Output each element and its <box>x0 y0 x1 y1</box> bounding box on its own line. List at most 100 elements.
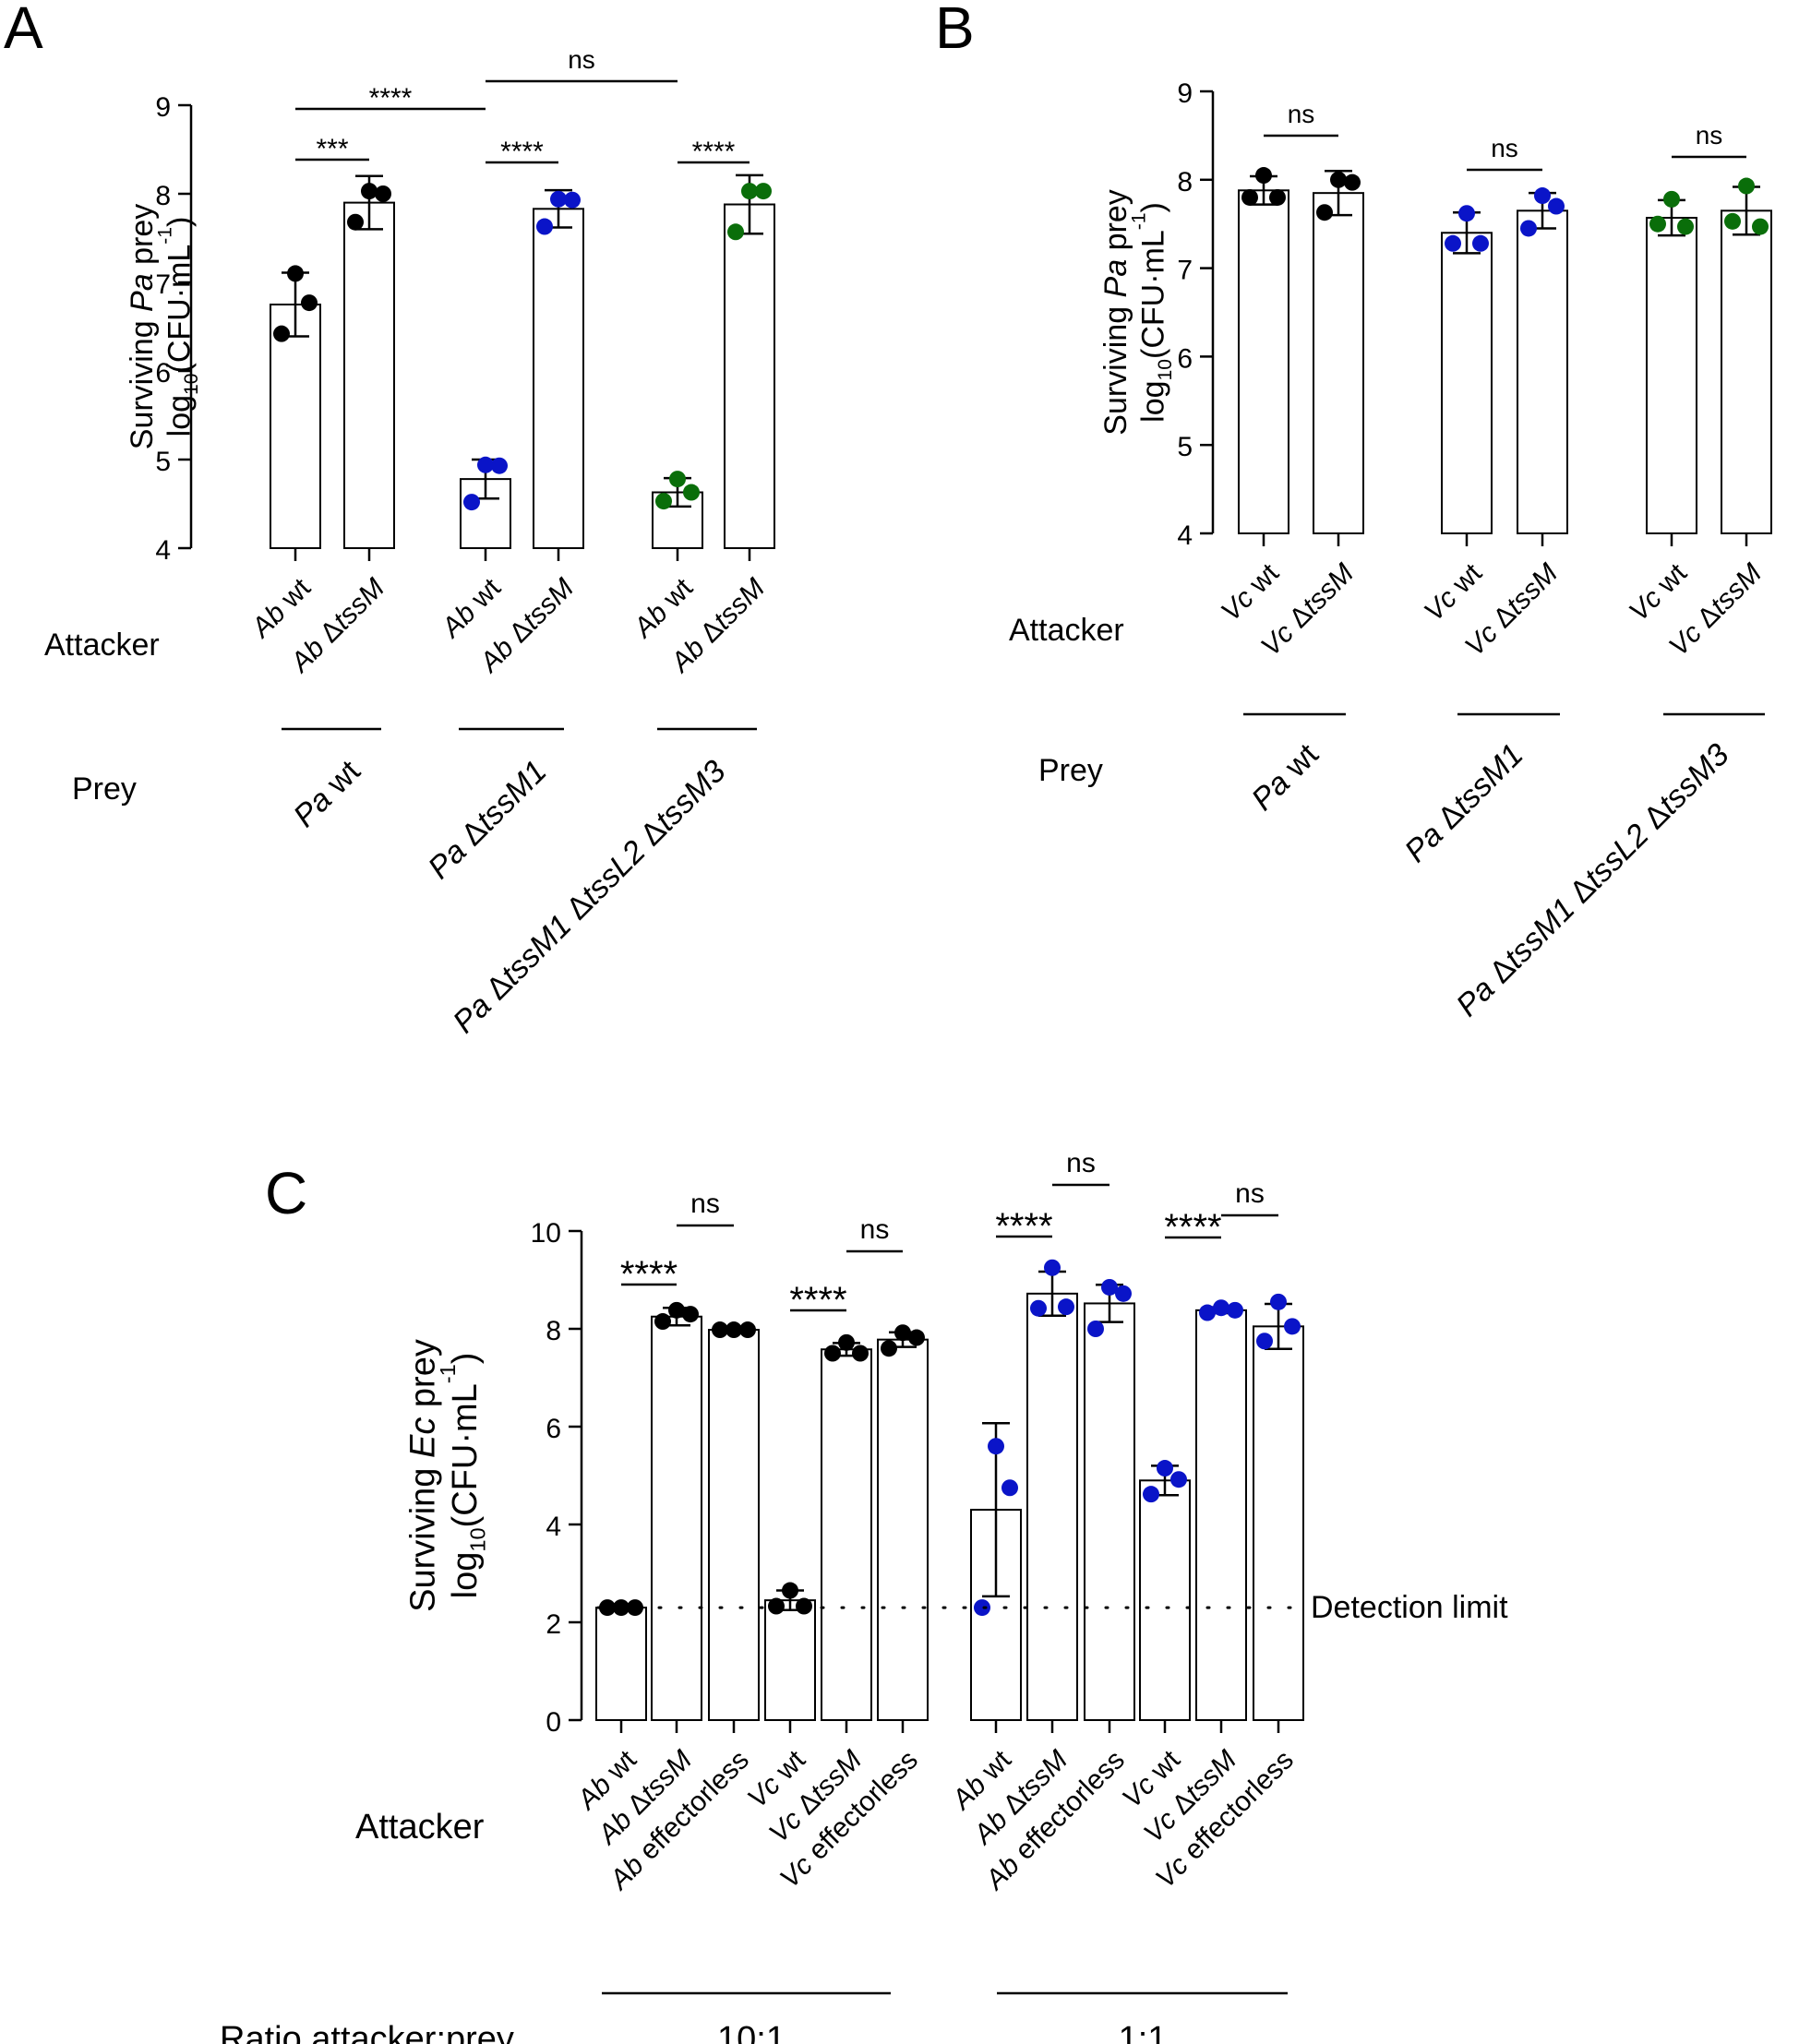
significance-label: ns <box>1696 121 1723 149</box>
prey-group-label: Pa ΔtssM1 <box>1398 737 1530 869</box>
data-point <box>1241 188 1258 206</box>
y-tick-label: 8 <box>546 1316 561 1346</box>
attacker-tick-label: Ab wt <box>245 572 317 644</box>
data-point <box>301 294 318 312</box>
data-point <box>1270 1293 1287 1310</box>
data-point <box>1724 212 1741 230</box>
prey-axis-title: Prey <box>1038 753 1103 788</box>
y-axis-label-line2: log10(CFU·mL-1) <box>436 1353 489 1599</box>
y-tick-label: 4 <box>1177 520 1193 551</box>
y-tick-label: 0 <box>546 1707 561 1738</box>
data-point <box>741 183 758 200</box>
data-point <box>1316 204 1333 221</box>
data-point <box>739 1321 756 1339</box>
data-point <box>1677 218 1694 235</box>
data-point <box>463 494 480 511</box>
data-point <box>755 183 772 200</box>
significance-label: ns <box>1288 100 1315 128</box>
data-point <box>712 1321 728 1339</box>
bar <box>270 304 321 549</box>
data-point <box>1445 234 1461 252</box>
data-point <box>852 1345 869 1362</box>
data-point <box>1255 167 1272 185</box>
data-point <box>1548 197 1565 215</box>
panel-label-a: A <box>4 0 43 61</box>
significance-label: ns <box>568 45 595 74</box>
y-tick-label: 6 <box>1177 343 1193 374</box>
significance-label: **** <box>1164 1207 1221 1248</box>
attacker-tick-label: Vc wt <box>1419 557 1489 628</box>
data-point <box>1001 1479 1018 1497</box>
y-tick-label: 9 <box>1177 78 1193 109</box>
data-point <box>838 1333 855 1351</box>
prey-group-label: Pa wt <box>287 753 367 833</box>
attacker-tick-label: Vc wt <box>1216 557 1286 628</box>
data-point <box>1199 1304 1216 1321</box>
panel-label-c: C <box>265 1160 307 1226</box>
data-point <box>477 456 494 473</box>
data-point <box>1058 1298 1074 1316</box>
significance-label: ns <box>1235 1178 1265 1209</box>
data-point <box>655 493 672 510</box>
significance-label: *** <box>316 134 348 164</box>
data-point <box>683 484 700 501</box>
attacker-axis-title: Attacker <box>44 628 160 663</box>
data-point <box>1472 234 1489 252</box>
data-point <box>1213 1299 1229 1317</box>
data-point <box>1256 1333 1273 1350</box>
data-point <box>564 191 581 209</box>
data-point <box>273 325 290 342</box>
data-point <box>1330 171 1347 188</box>
bar <box>1238 189 1289 535</box>
data-point <box>1170 1471 1187 1488</box>
panel-label-b: B <box>935 0 975 61</box>
data-point <box>654 1313 671 1331</box>
data-point <box>1044 1259 1061 1276</box>
data-point <box>1227 1301 1243 1319</box>
data-point <box>974 1599 990 1617</box>
data-point <box>1649 215 1666 233</box>
data-point <box>796 1597 812 1615</box>
attacker-axis-title: Attacker <box>1009 613 1124 648</box>
data-point <box>1143 1486 1159 1503</box>
bar <box>533 208 584 549</box>
y-tick-label: 9 <box>155 92 171 123</box>
data-point <box>908 1329 925 1346</box>
data-point <box>1458 205 1475 222</box>
data-point <box>1115 1285 1132 1302</box>
attacker-tick-label: Vc wt <box>1624 557 1694 628</box>
y-axis-label-line2: log10(CFU·mL-1) <box>154 217 202 437</box>
data-point <box>988 1438 1004 1455</box>
ratio-axis-title: Ratio attacker:prey <box>220 2020 514 2044</box>
bar <box>1313 192 1364 534</box>
data-point <box>1663 190 1680 208</box>
bar <box>1026 1292 1078 1721</box>
bar <box>821 1348 872 1721</box>
data-point <box>1101 1278 1118 1296</box>
y-tick-label: 5 <box>1177 432 1193 462</box>
data-point <box>1752 218 1769 235</box>
data-point <box>669 471 686 488</box>
data-point <box>768 1597 785 1615</box>
data-point <box>1030 1299 1047 1317</box>
significance-label: **** <box>995 1206 1052 1247</box>
y-tick-label: 4 <box>155 535 171 566</box>
bar <box>595 1607 647 1721</box>
bar <box>1139 1479 1191 1722</box>
data-point <box>824 1345 841 1362</box>
ratio-label: 1:1 <box>1119 2020 1168 2044</box>
y-axis-label-line1: Surviving Pa prey <box>1098 189 1133 435</box>
bar <box>1441 232 1493 534</box>
attacker-axis-title: Attacker <box>355 1808 485 1847</box>
significance-label: **** <box>369 83 413 114</box>
data-point <box>627 1599 643 1617</box>
significance-label: **** <box>500 137 544 167</box>
data-point <box>491 457 508 474</box>
y-tick-label: 8 <box>1177 167 1193 197</box>
data-point <box>1269 188 1286 206</box>
